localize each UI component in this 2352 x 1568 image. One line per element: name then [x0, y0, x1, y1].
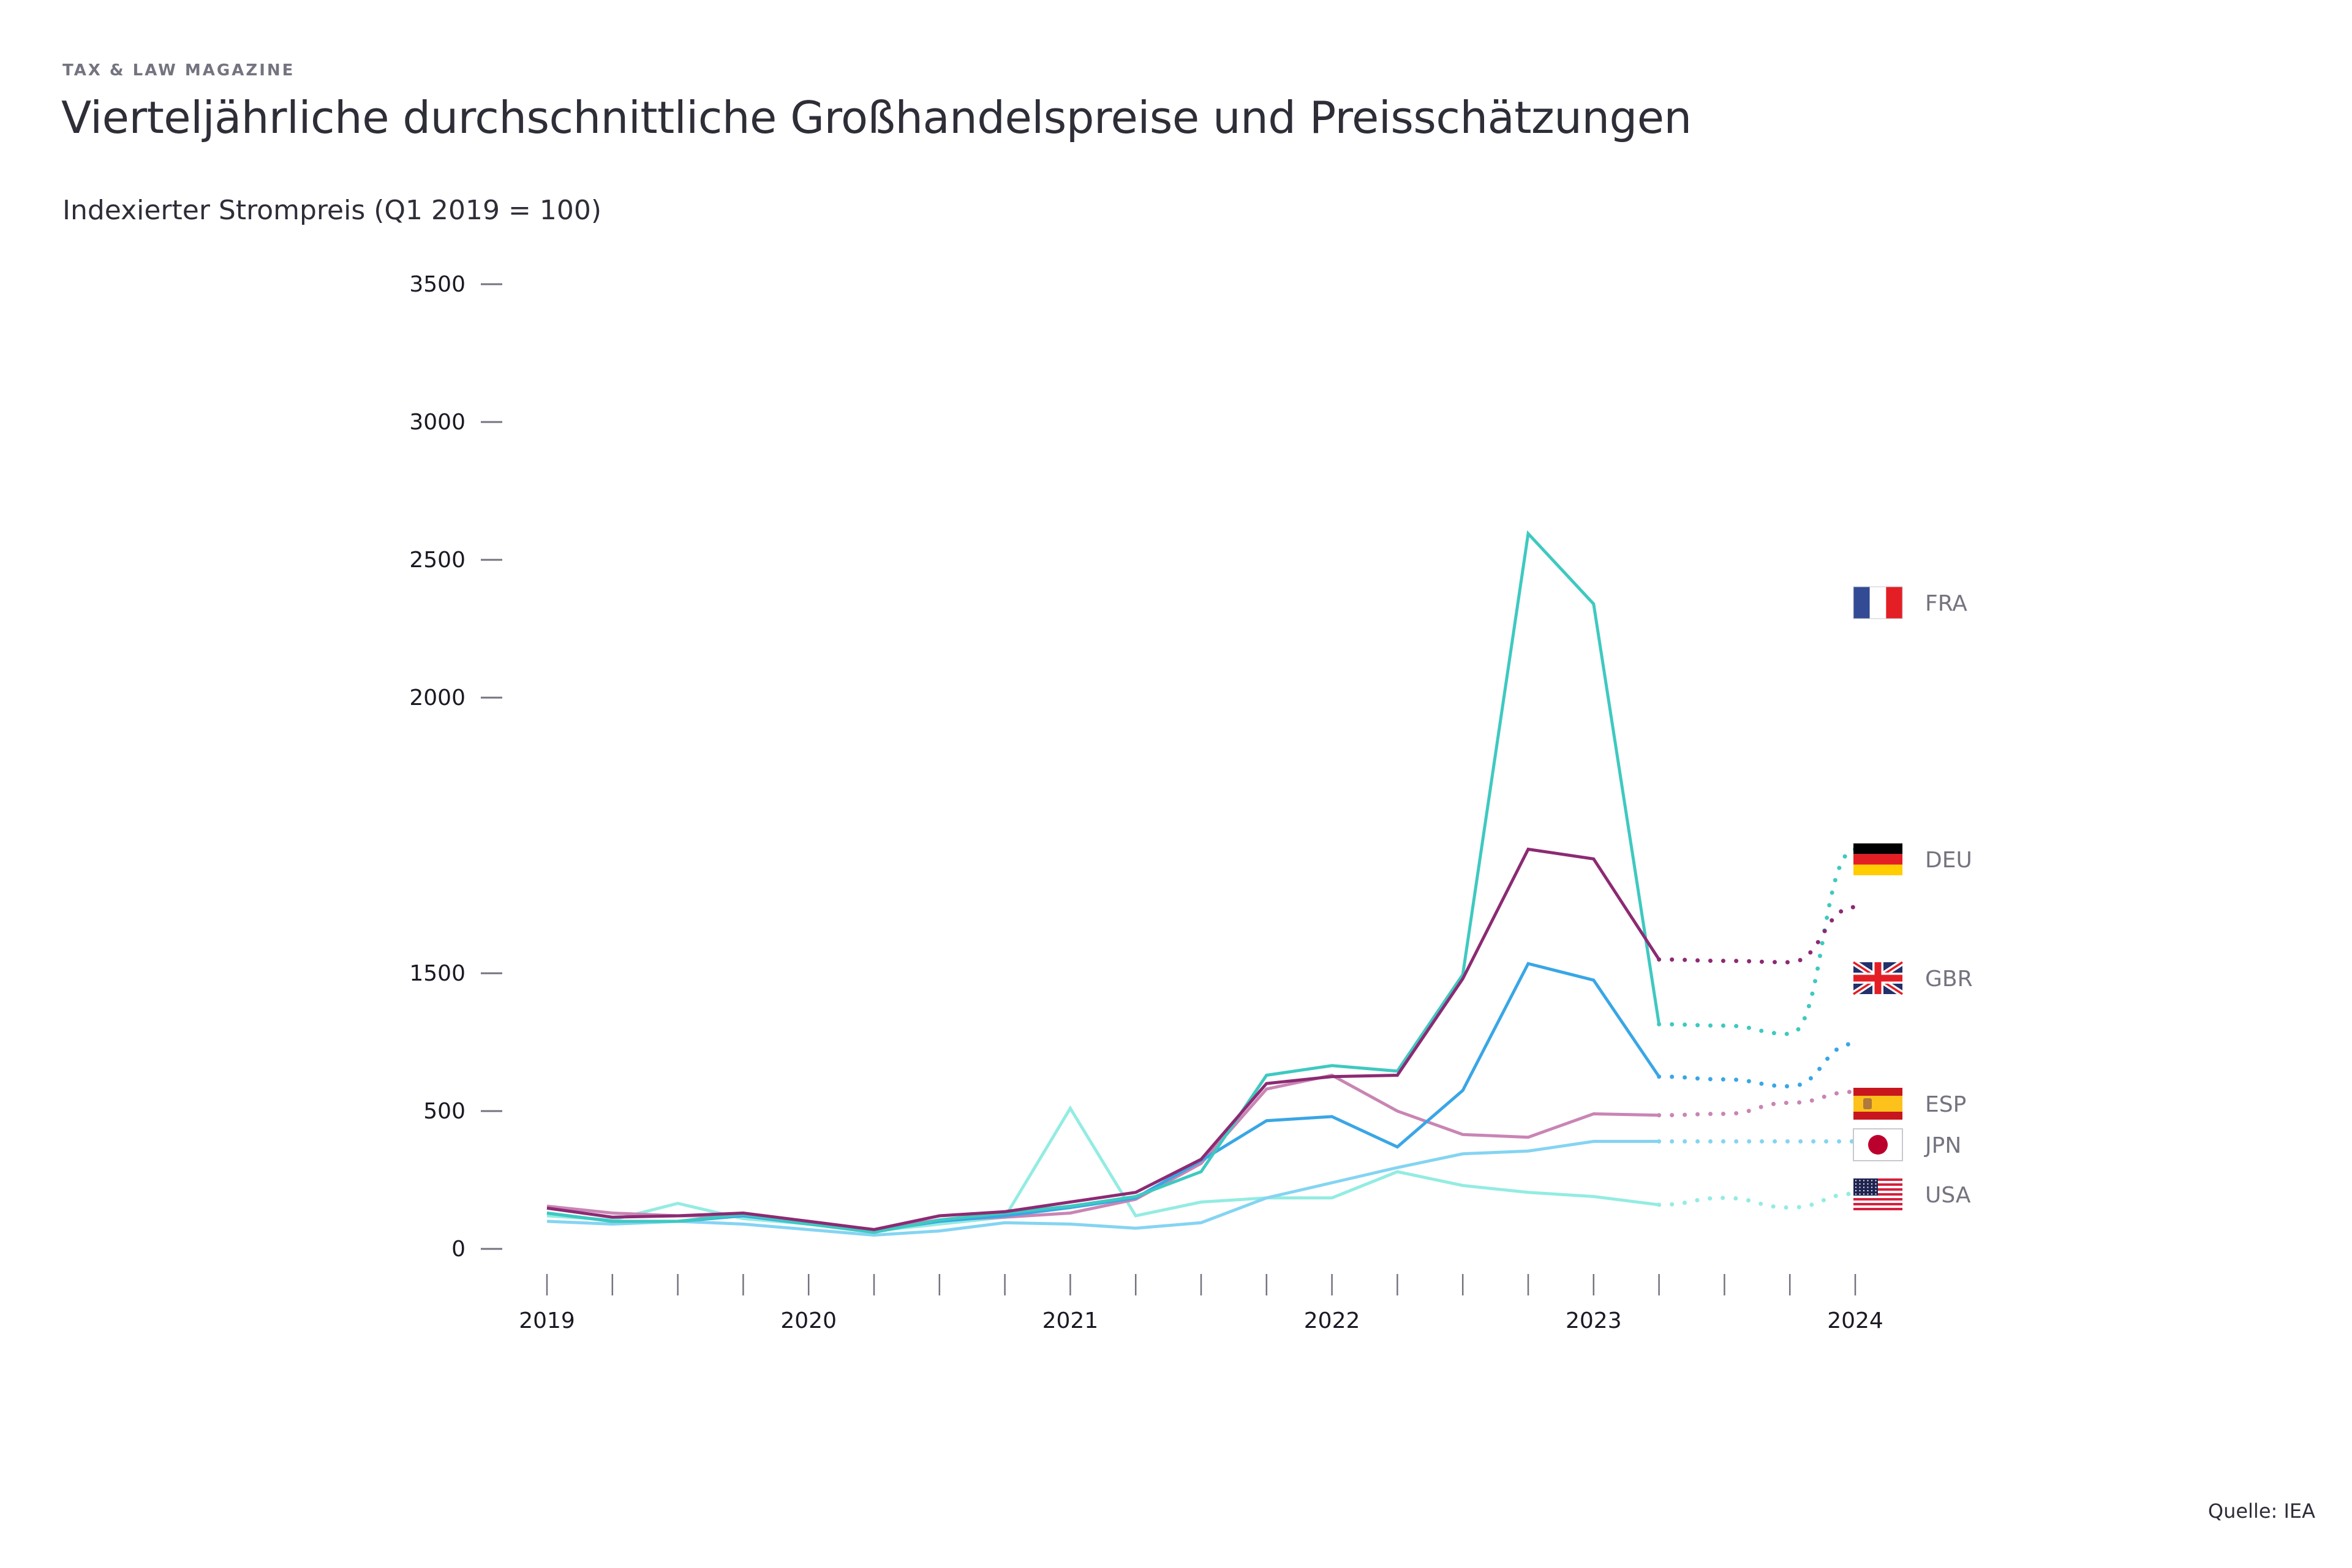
uk-flag-icon — [1852, 959, 1904, 997]
series-line-estimate — [1657, 1090, 1858, 1118]
series-jpn — [546, 1139, 1858, 1237]
japan-flag-icon — [1853, 1128, 1903, 1161]
legend-item-fra: FRA — [1853, 586, 1967, 619]
legend-item-deu: DEU — [1853, 843, 1972, 875]
series-line-estimate — [1657, 847, 1858, 1036]
legend-label: GBR — [1925, 967, 1973, 992]
x-axis: 2019 2020 2021 2022 2023 2024 — [519, 1274, 1883, 1333]
y-tick-label: 3500 — [409, 272, 466, 297]
series-line-actual — [546, 1105, 1659, 1233]
y-axis: 0 500 1500 2000 2500 3000 3500 — [409, 272, 502, 1262]
y-tick-label: 2500 — [409, 548, 466, 573]
magazine-kicker: TAX & LAW MAGAZINE — [62, 61, 295, 80]
x-tick-label: 2020 — [780, 1308, 837, 1333]
x-tick-label: 2022 — [1304, 1308, 1360, 1333]
source-note: Quelle: IEA — [2207, 1499, 2315, 1523]
chart-subtitle: Indexierter Strompreis (Q1 2019 = 100) — [62, 195, 601, 226]
y-tick-label: 2000 — [409, 685, 466, 710]
legend-label: USA — [1925, 1183, 1971, 1208]
y-tick-label: 0 — [451, 1237, 466, 1262]
series-deu — [546, 847, 1858, 1232]
legend-label: JPN — [1924, 1133, 1961, 1158]
x-tick-label: 2021 — [1042, 1308, 1099, 1333]
series-line-actual — [546, 847, 1660, 1232]
x-tick-label: 2019 — [519, 1308, 575, 1333]
y-tick-label: 1500 — [409, 961, 466, 986]
legend-label: DEU — [1925, 848, 1972, 873]
page-title: Vierteljährliche durchschnittliche Großh… — [61, 92, 1692, 143]
series-line-actual — [546, 1140, 1659, 1237]
france-flag-icon — [1853, 586, 1903, 619]
legend: FRA DEU GBR ESP JPN USA — [1852, 586, 1973, 1210]
spain-flag-icon — [1853, 1088, 1902, 1120]
usa-flag-icon — [1853, 1178, 1902, 1210]
series-layer — [546, 530, 1858, 1237]
x-tick-label: 2024 — [1827, 1308, 1883, 1333]
series-gbr — [546, 962, 1858, 1233]
y-tick-label: 3000 — [409, 410, 466, 435]
series-line-actual — [546, 530, 1661, 1234]
legend-item-usa: USA — [1853, 1178, 1971, 1210]
germany-flag-icon — [1853, 843, 1902, 875]
legend-item-esp: ESP — [1853, 1088, 1966, 1120]
y-tick-label: 500 — [423, 1099, 466, 1124]
legend-label: FRA — [1925, 591, 1967, 616]
series-line-estimate — [1657, 1191, 1858, 1210]
legend-label: ESP — [1925, 1092, 1966, 1117]
legend-item-jpn: JPN — [1853, 1128, 1961, 1161]
series-line-actual — [546, 962, 1660, 1233]
series-line-estimate — [1657, 905, 1858, 965]
legend-item-gbr: GBR — [1852, 959, 1973, 997]
series-fra — [546, 530, 1858, 1234]
x-tick-label: 2023 — [1566, 1308, 1622, 1333]
series-line-estimate — [1657, 1041, 1858, 1089]
